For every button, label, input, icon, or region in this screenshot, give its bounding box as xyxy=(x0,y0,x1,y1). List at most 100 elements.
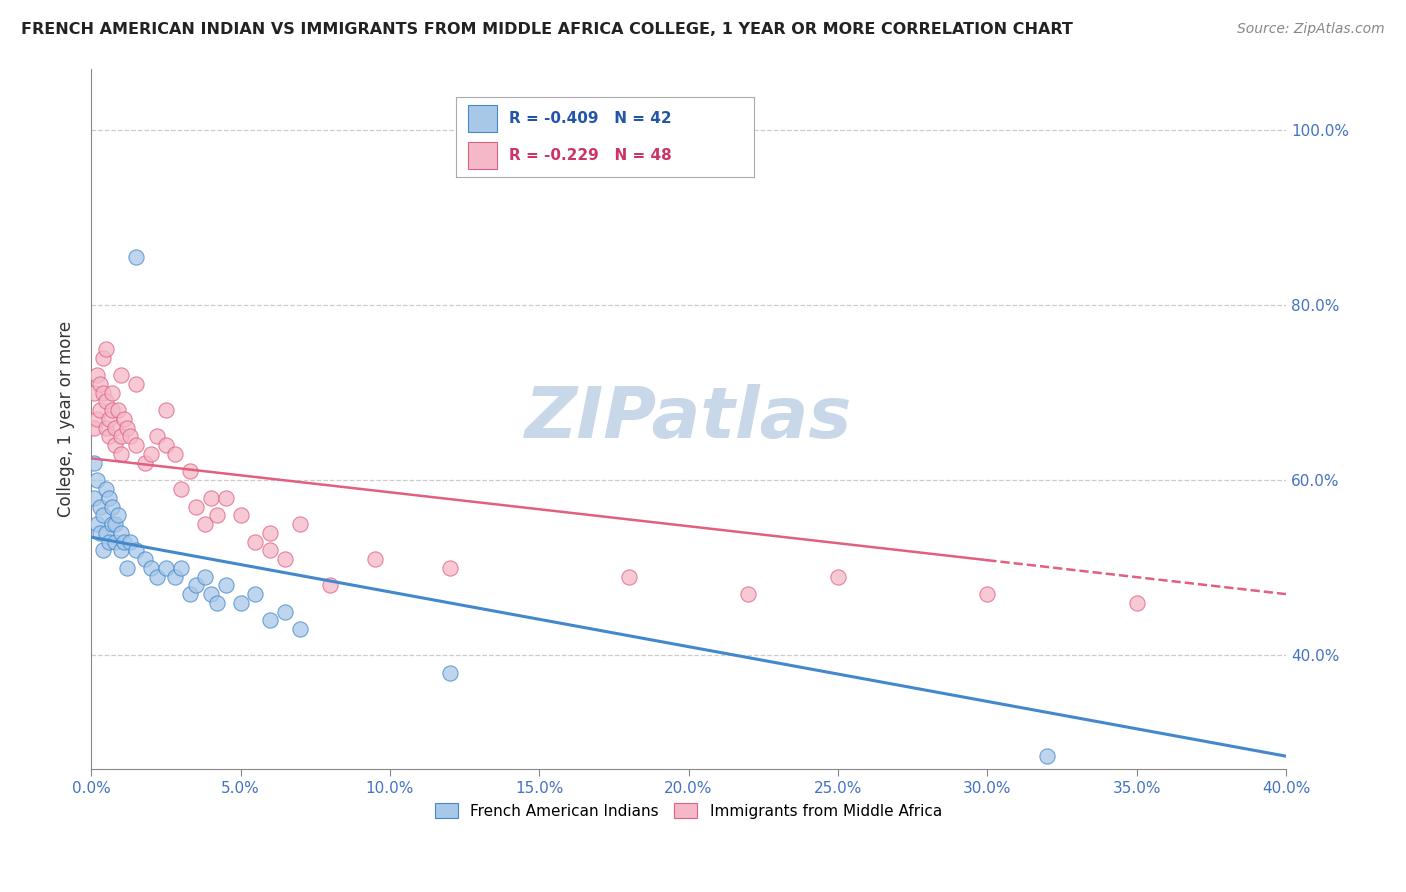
Point xyxy=(319,578,342,592)
Point xyxy=(139,561,162,575)
Point xyxy=(125,438,148,452)
Point xyxy=(170,482,193,496)
Point xyxy=(86,368,108,383)
Point xyxy=(86,412,108,426)
Point xyxy=(259,525,281,540)
Point xyxy=(107,403,129,417)
Point xyxy=(163,569,186,583)
Point xyxy=(179,465,201,479)
Point xyxy=(83,456,105,470)
Point xyxy=(115,561,138,575)
Point xyxy=(98,534,121,549)
Point xyxy=(83,385,105,400)
Point xyxy=(976,587,998,601)
Point xyxy=(101,385,124,400)
Point xyxy=(146,569,169,583)
Point xyxy=(155,561,177,575)
Point xyxy=(89,403,111,417)
Point xyxy=(101,500,124,514)
Point xyxy=(125,376,148,391)
Point xyxy=(104,420,127,434)
Point xyxy=(112,412,135,426)
Point xyxy=(200,491,222,505)
Text: FRENCH AMERICAN INDIAN VS IMMIGRANTS FROM MIDDLE AFRICA COLLEGE, 1 YEAR OR MORE : FRENCH AMERICAN INDIAN VS IMMIGRANTS FRO… xyxy=(21,22,1073,37)
Point xyxy=(118,534,141,549)
Point xyxy=(110,447,132,461)
Point xyxy=(1036,749,1059,764)
Point xyxy=(94,394,117,409)
Point xyxy=(104,516,127,531)
Point xyxy=(94,420,117,434)
Point xyxy=(110,368,132,383)
Point xyxy=(91,543,114,558)
Point xyxy=(91,351,114,365)
Point xyxy=(112,534,135,549)
Point xyxy=(104,438,127,452)
Point xyxy=(104,534,127,549)
Point xyxy=(155,403,177,417)
Point xyxy=(617,569,640,583)
Point xyxy=(290,516,312,531)
Legend: French American Indians, Immigrants from Middle Africa: French American Indians, Immigrants from… xyxy=(429,797,948,825)
Point xyxy=(205,596,228,610)
Point xyxy=(107,508,129,523)
Point xyxy=(125,250,148,264)
Point xyxy=(86,516,108,531)
Point xyxy=(139,447,162,461)
Point xyxy=(827,569,849,583)
Point xyxy=(194,569,217,583)
Text: ZIPatlas: ZIPatlas xyxy=(524,384,852,453)
Point xyxy=(98,429,121,443)
Point xyxy=(155,438,177,452)
Point xyxy=(290,622,312,636)
Point xyxy=(274,552,297,566)
Point xyxy=(737,587,759,601)
Point xyxy=(364,552,387,566)
Point xyxy=(179,587,201,601)
Point xyxy=(115,420,138,434)
Point xyxy=(89,525,111,540)
Point xyxy=(439,665,461,680)
Y-axis label: College, 1 year or more: College, 1 year or more xyxy=(58,321,75,517)
Point xyxy=(259,543,281,558)
Point xyxy=(101,403,124,417)
Point xyxy=(439,561,461,575)
Point xyxy=(110,525,132,540)
Point xyxy=(89,500,111,514)
Point xyxy=(163,447,186,461)
Point xyxy=(134,456,156,470)
Point xyxy=(200,587,222,601)
Point xyxy=(83,491,105,505)
Point xyxy=(274,605,297,619)
Point xyxy=(98,412,121,426)
Point xyxy=(91,385,114,400)
Point xyxy=(89,376,111,391)
Point xyxy=(259,614,281,628)
Point xyxy=(94,342,117,356)
Point xyxy=(205,508,228,523)
Point xyxy=(184,500,207,514)
Point xyxy=(98,491,121,505)
Point xyxy=(83,420,105,434)
Point xyxy=(194,516,217,531)
Point xyxy=(125,543,148,558)
Point xyxy=(245,587,267,601)
Point xyxy=(94,482,117,496)
Point xyxy=(170,561,193,575)
Point xyxy=(184,578,207,592)
Point xyxy=(86,473,108,487)
Point xyxy=(214,491,236,505)
Point xyxy=(94,525,117,540)
Point xyxy=(146,429,169,443)
Point xyxy=(229,508,252,523)
Point xyxy=(101,516,124,531)
Point xyxy=(1125,596,1147,610)
Point xyxy=(91,508,114,523)
Point xyxy=(245,534,267,549)
Point xyxy=(214,578,236,592)
Point xyxy=(110,543,132,558)
Point xyxy=(229,596,252,610)
Point xyxy=(118,429,141,443)
Text: Source: ZipAtlas.com: Source: ZipAtlas.com xyxy=(1237,22,1385,37)
Point xyxy=(134,552,156,566)
